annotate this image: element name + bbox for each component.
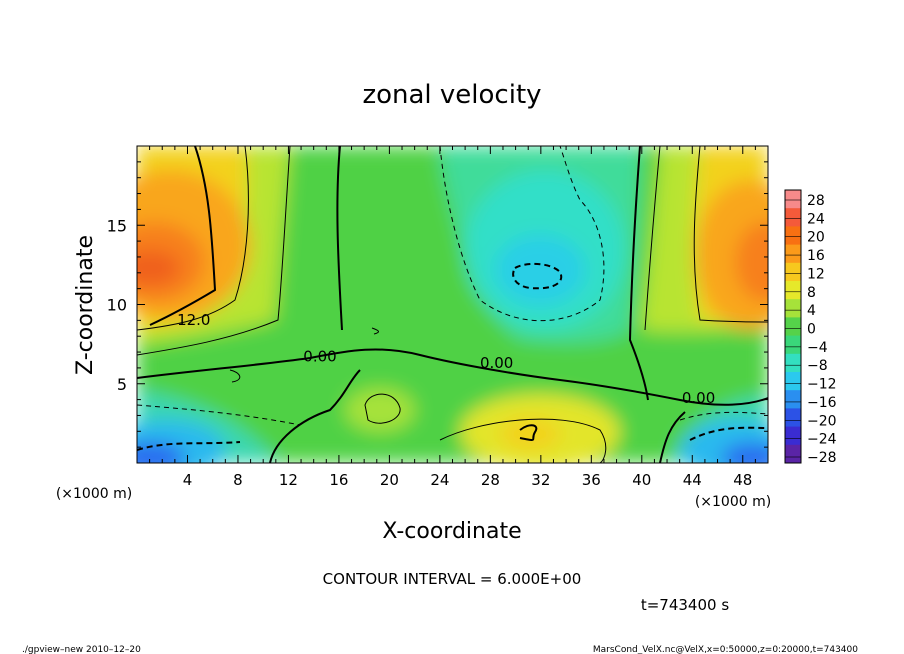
colorbar-swatch	[785, 372, 801, 391]
x-tick-label: 40	[632, 471, 651, 489]
colorbar-label: −8	[807, 358, 828, 374]
contour-label: 0.00	[682, 389, 715, 407]
x-tick-label: 4	[183, 471, 193, 489]
colorbar-swatch	[785, 444, 801, 464]
y-tick-label: 10	[107, 296, 127, 315]
colorbar-label: 8	[807, 285, 816, 301]
x-tick-label: 28	[481, 471, 500, 489]
colorbar-label: −16	[807, 395, 837, 411]
chart-title: zonal velocity	[362, 80, 541, 110]
colorbar-label: −12	[807, 377, 837, 393]
contour-interval-note: CONTOUR INTERVAL = 6.000E+00	[323, 570, 582, 588]
velocity-field: 12.0 0.00 0.00 0.00	[137, 146, 768, 463]
colorbar-swatch	[785, 390, 801, 409]
x-axis-label: X-coordinate	[382, 519, 521, 544]
colorbar-swatch	[785, 190, 801, 209]
y-tick-label: 15	[107, 216, 127, 235]
x-tick-label: 8	[233, 471, 243, 489]
colorbar-label: −28	[807, 450, 837, 466]
x-tick-label: 32	[531, 471, 550, 489]
colorbar-swatch	[785, 299, 801, 318]
colorbar-label: 20	[807, 230, 825, 246]
colorbar-swatch	[785, 317, 801, 337]
x-unit-label: (×1000 m)	[56, 486, 132, 502]
colorbar-label: −20	[807, 413, 837, 429]
footer-right: MarsCond_VelX.nc@VelX,x=0:50000,z=0:2000…	[593, 645, 858, 654]
y-tick-label: 5	[117, 375, 127, 394]
x-tick-label: 20	[380, 471, 399, 489]
colorbar-label: 12	[807, 266, 825, 282]
x-tick-label: 44	[683, 471, 702, 489]
colorbar-label: 16	[807, 248, 825, 264]
x-tick-label: 16	[329, 471, 348, 489]
x-tick-label: 12	[279, 471, 298, 489]
colorbar-label: 4	[807, 303, 816, 319]
colorbar-swatch	[785, 426, 801, 446]
colorbar-swatch	[785, 262, 801, 282]
colorbar-swatch	[785, 281, 801, 300]
colorbar-swatch	[785, 208, 801, 227]
colorbar-label: 28	[807, 193, 825, 209]
contour-label: 0.00	[303, 348, 336, 366]
colorbar-label: 24	[807, 211, 825, 227]
footer-left: ./gpview–new 2010–12–20	[22, 645, 141, 654]
colorbar-swatch	[785, 335, 801, 355]
contour-label: 0.00	[480, 354, 513, 372]
colorbar-label: −24	[807, 432, 837, 448]
colorbar-swatch	[785, 353, 801, 373]
y-axis-label: Z-coordinate	[73, 235, 98, 375]
colorbar-swatch	[785, 226, 801, 246]
x-tick-label: 36	[582, 471, 601, 489]
colorbar-label: −4	[807, 340, 828, 356]
time-note: t=743400 s	[641, 596, 729, 614]
x-tick-label: 48	[733, 471, 752, 489]
contour-label: 12.0	[177, 311, 210, 329]
x-tick-label: 24	[430, 471, 449, 489]
colorbar-swatch	[785, 244, 801, 264]
colorbar-frame	[784, 189, 802, 464]
colorbar-swatch	[785, 408, 801, 428]
colorbar-label: 0	[807, 322, 816, 338]
x-unit-label-right: (×1000 m)	[695, 494, 771, 510]
